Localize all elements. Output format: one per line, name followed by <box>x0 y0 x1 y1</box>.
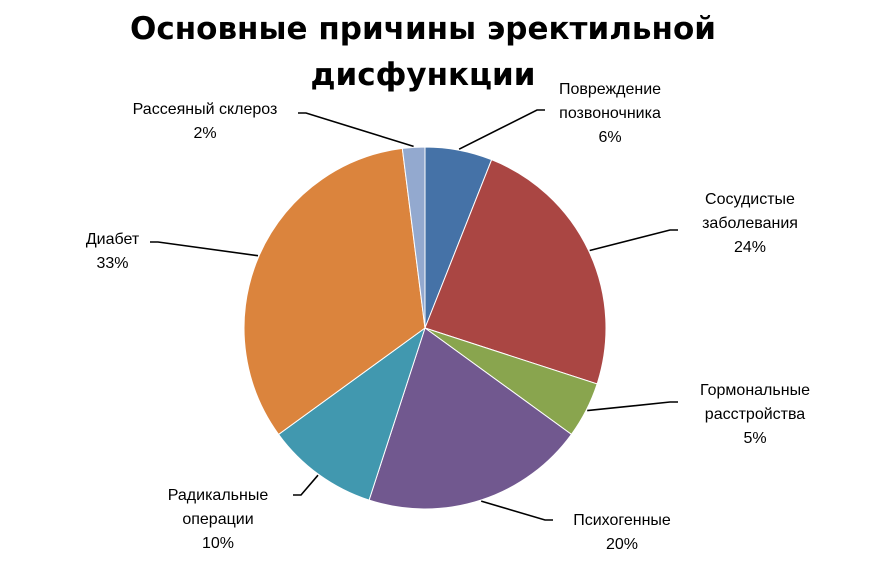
leader-line-spine-injury <box>458 109 545 150</box>
pie-slice-multiple-sclerosis <box>401 146 426 329</box>
slice-label-diabetes: Диабет 33% <box>85 231 140 272</box>
chart-title-line-2: дисфункции <box>310 57 536 93</box>
slice-label-radical-surgery: Радикальные операции 10% <box>167 487 269 552</box>
leader-line-psychogenic <box>480 500 553 521</box>
chart-title: Основные причины эректильной дисфункции <box>0 6 846 98</box>
pie-slice-diabetes <box>243 147 426 436</box>
pie-slice-psychogenic <box>368 327 573 510</box>
chart-title-line-1: Основные причины эректильной <box>130 11 716 47</box>
leader-line-vascular <box>589 229 678 252</box>
slice-label-spine-injury: Повреждение позвоночника 6% <box>558 81 662 146</box>
slice-label-hormonal: Гормональные расстройства 5% <box>700 382 810 447</box>
leader-line-diabetes <box>150 241 259 257</box>
pie-slice-vascular <box>424 159 607 385</box>
leader-line-hormonal <box>587 401 678 412</box>
leader-line-radical-surgery <box>293 474 319 496</box>
pie-slice-radical-surgery <box>277 326 426 501</box>
slice-label-psychogenic: Психогенные 20% <box>573 512 671 553</box>
slice-label-vascular: Сосудистые заболевания 24% <box>702 191 798 256</box>
slice-label-multiple-sclerosis: Рассеяный склероз 2% <box>132 101 278 142</box>
pie-slices <box>243 146 607 510</box>
leader-lines <box>150 109 678 521</box>
leader-line-multiple-sclerosis <box>298 112 414 148</box>
